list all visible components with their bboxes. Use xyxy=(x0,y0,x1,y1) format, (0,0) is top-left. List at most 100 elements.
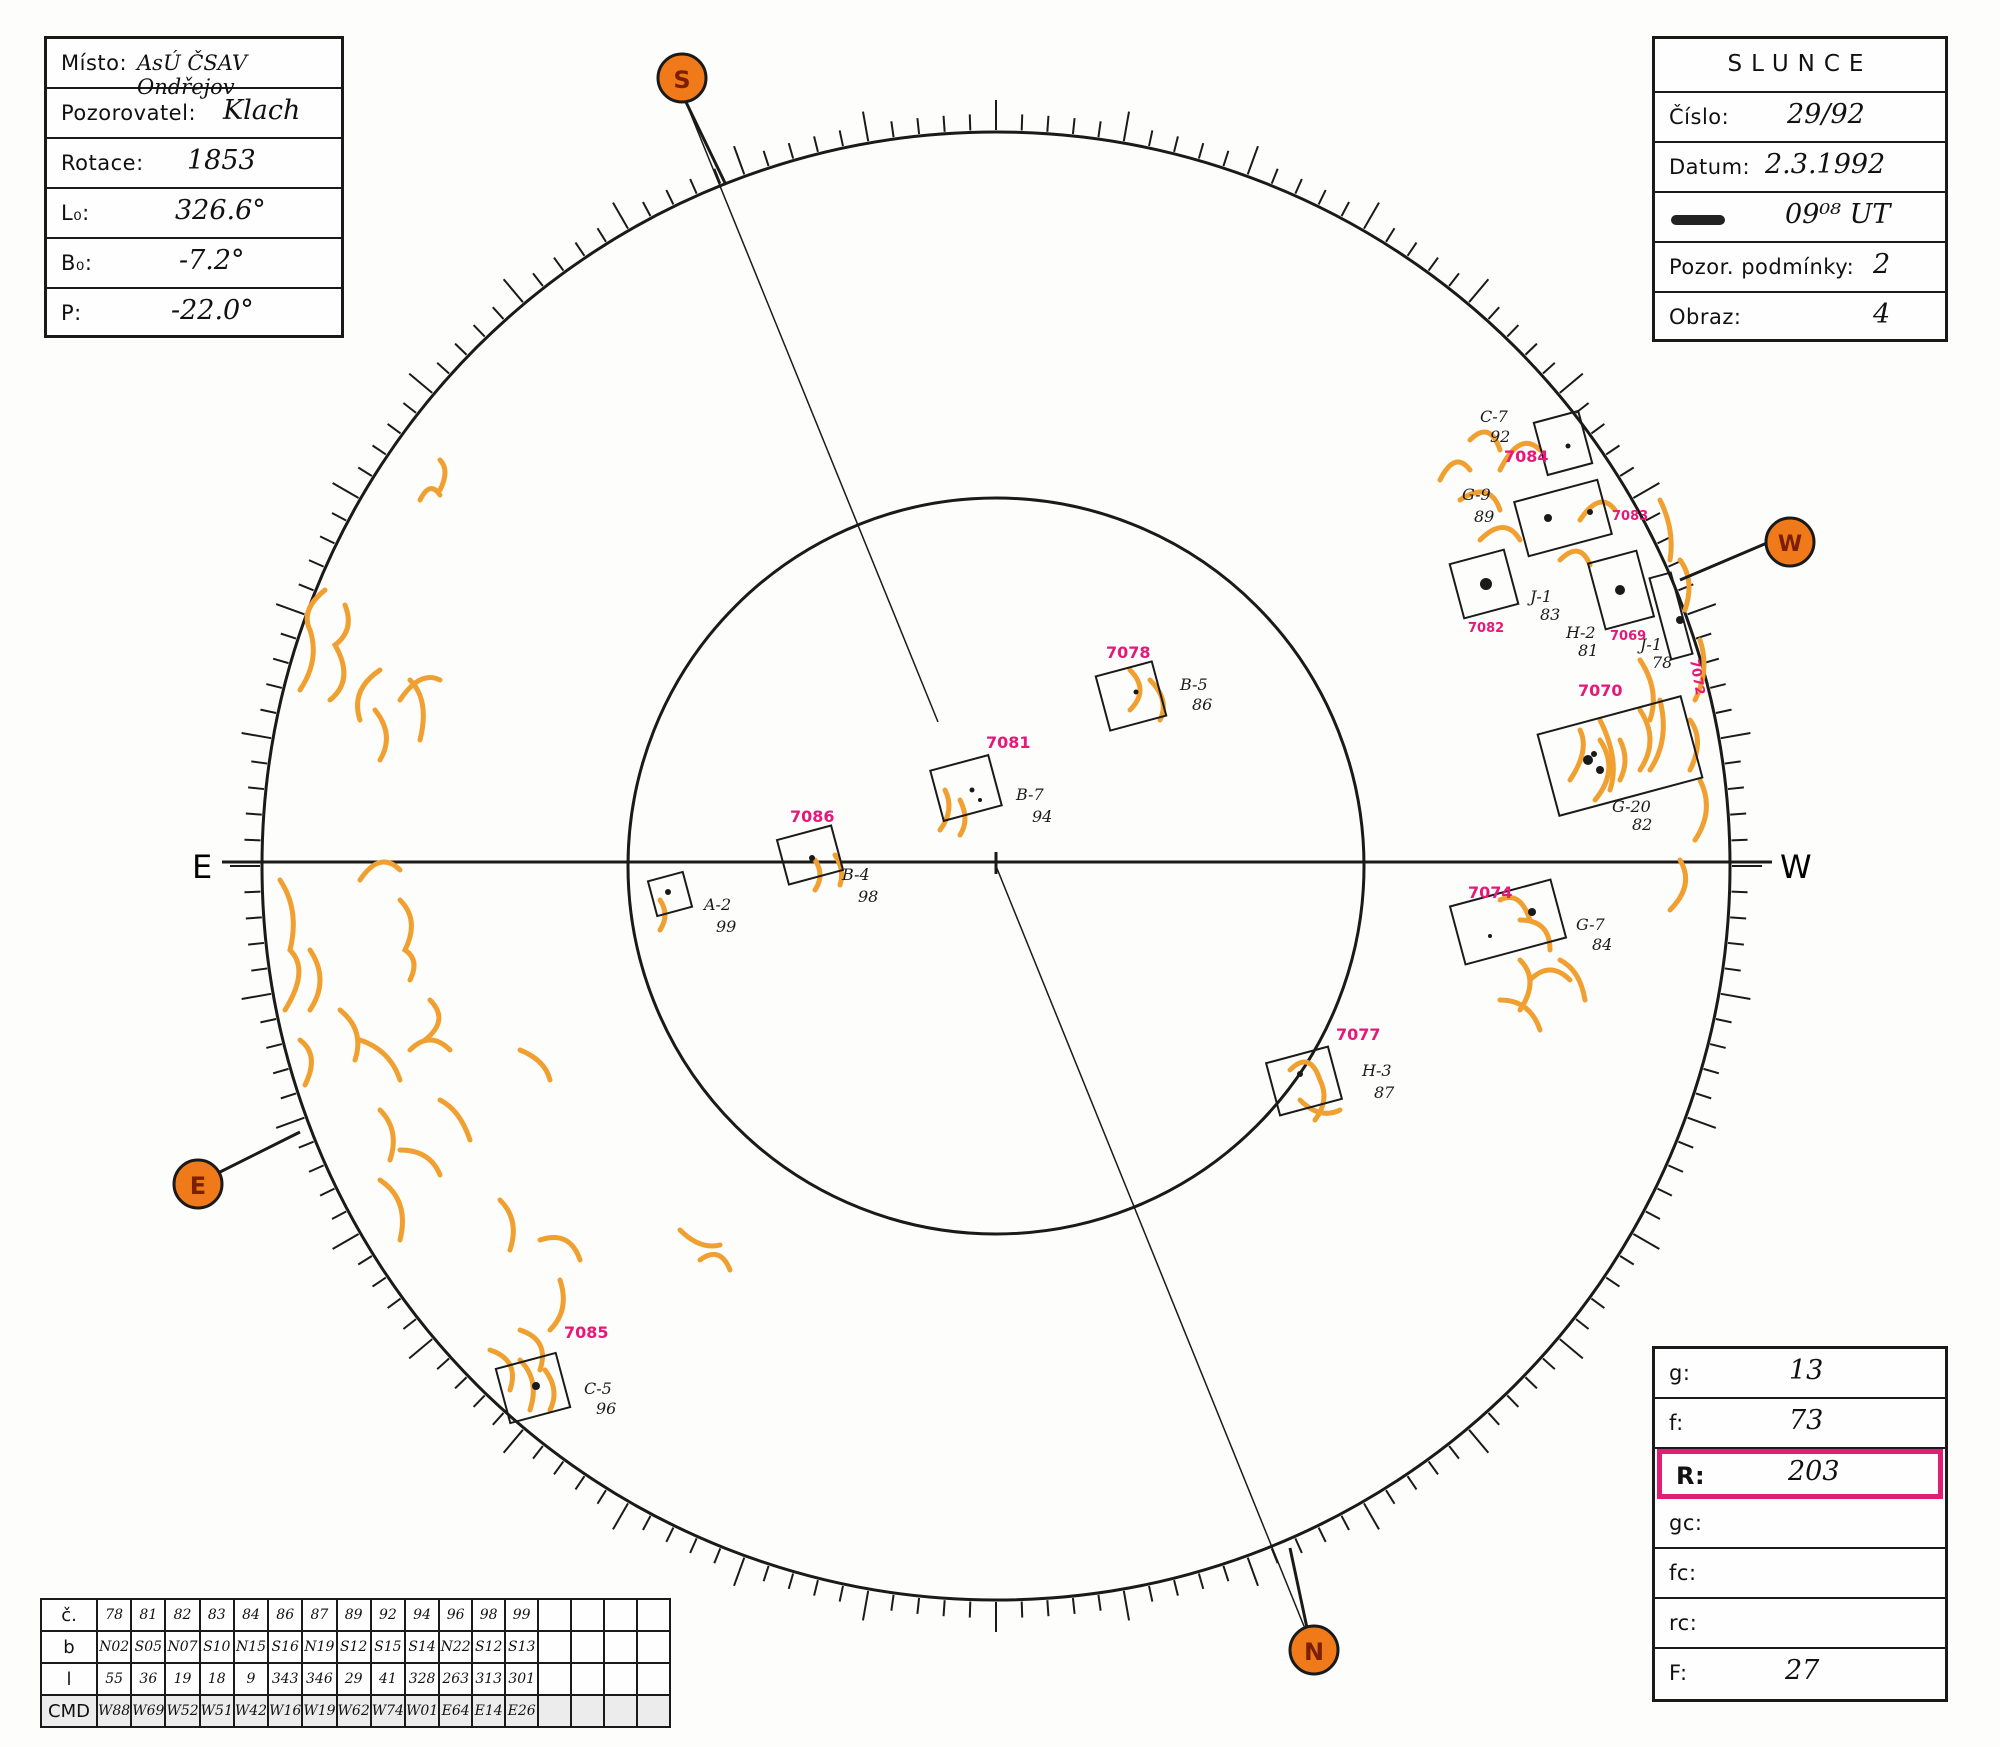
group-label-code: J-1 xyxy=(1527,587,1552,606)
limb-tick xyxy=(1559,1338,1584,1360)
limb-tick xyxy=(553,257,565,272)
limb-tick xyxy=(436,362,450,375)
limb-tick xyxy=(1678,1140,1694,1149)
table-cell: 55 xyxy=(95,1662,133,1696)
rc-label: rc: xyxy=(1669,1611,1698,1635)
obraz-label: Obraz: xyxy=(1669,305,1742,329)
gc-label: gc: xyxy=(1669,1511,1703,1535)
datum-label: Datum: xyxy=(1669,155,1751,179)
limb-tick xyxy=(502,278,524,303)
limb-tick xyxy=(1687,603,1717,616)
west-label: W xyxy=(1780,848,1812,886)
limb-tick xyxy=(272,1067,289,1075)
rotace-value: 1853 xyxy=(187,145,256,176)
table-cell: N19 xyxy=(301,1630,338,1664)
limb-tick xyxy=(1246,145,1259,175)
limb-tick xyxy=(387,423,402,435)
limb-tick xyxy=(532,272,544,287)
limb-tick xyxy=(492,1412,505,1426)
marker-west: W xyxy=(1764,516,1816,568)
limb-tick xyxy=(1605,1276,1620,1288)
table-cell xyxy=(570,1630,606,1664)
limb-tick xyxy=(1542,362,1556,375)
limb-tick xyxy=(1715,1018,1732,1024)
table-cell: 346 xyxy=(301,1662,338,1696)
region-number: 7077 xyxy=(1336,1025,1381,1044)
group-label-num: 83 xyxy=(1540,605,1560,624)
row-l0: L₀: 326.6° xyxy=(47,189,341,239)
limb-tick xyxy=(689,178,698,195)
table-row-b: b N02 S05 N07 S10 N15 S16 N19 S12 S15 S14 N22 S12 S13 xyxy=(40,1630,672,1664)
region-number: 7072 xyxy=(1686,658,1707,696)
limb-tick xyxy=(612,1502,629,1530)
limb-tick xyxy=(1122,1590,1130,1621)
table-cell: N02 xyxy=(95,1630,133,1664)
table-cell: 94 xyxy=(403,1598,441,1632)
table-cell xyxy=(537,1630,573,1664)
limb-tick xyxy=(1657,1187,1673,1197)
group-box-7086 xyxy=(775,824,845,886)
table-cell: W52 xyxy=(164,1694,201,1728)
svg-text:W: W xyxy=(1778,532,1802,557)
limb-tick xyxy=(1590,1297,1605,1309)
table-cell: 29 xyxy=(335,1662,372,1696)
table-cell: 98 xyxy=(471,1598,507,1632)
limb-tick xyxy=(472,324,486,338)
group-box-7074 xyxy=(1448,878,1568,966)
limb-tick xyxy=(266,1043,283,1049)
limb-tick xyxy=(1246,1557,1259,1587)
limb-tick xyxy=(862,1590,870,1621)
limb-tick xyxy=(1524,1376,1538,1390)
row-cislo: Číslo: 29/92 xyxy=(1655,93,1945,143)
limb-tick xyxy=(689,1537,698,1554)
facula-region-7077 xyxy=(1287,1059,1343,1123)
table-cell xyxy=(636,1598,672,1632)
limb-tick xyxy=(308,1164,325,1173)
cislo-value: 29/92 xyxy=(1787,99,1865,130)
limb-tick xyxy=(553,1460,565,1475)
limb-tick xyxy=(1385,227,1396,243)
table-cell: W51 xyxy=(198,1694,235,1728)
g-label: g: xyxy=(1669,1361,1691,1385)
table-cell: 41 xyxy=(369,1662,406,1696)
table-cell xyxy=(570,1694,606,1728)
limb-tick xyxy=(275,1116,305,1129)
limb-tick xyxy=(408,372,433,394)
limb-tick xyxy=(665,1527,675,1543)
limb-tick xyxy=(280,632,297,640)
limb-tick xyxy=(713,1548,722,1564)
facula-region-7074 xyxy=(1497,895,1553,953)
limb-tick xyxy=(1270,168,1279,184)
limb-tick xyxy=(813,136,819,153)
limb-tick xyxy=(1406,242,1418,257)
table-cell xyxy=(636,1694,672,1728)
podminky-label: Pozor. podmínky: xyxy=(1669,255,1855,279)
misto-label: Místo: xyxy=(61,51,128,75)
region-number: 7069 xyxy=(1610,629,1646,644)
table-cell: S12 xyxy=(471,1630,507,1664)
group-box-7085 xyxy=(494,1351,572,1425)
misto-value: AsÚ ČSAV Ondřejov xyxy=(137,51,248,99)
limb-tick xyxy=(762,1565,770,1582)
table-row-cmd: CMD W88 W69 W52 W51 W42 W16 W19 W62 W74 W01 E64 E14 E… xyxy=(40,1694,672,1728)
row-F: F: 27 xyxy=(1655,1649,1945,1699)
group-label-num: 84 xyxy=(1592,935,1612,954)
table-cell: 92 xyxy=(369,1598,406,1632)
table-cell: 301 xyxy=(504,1662,540,1696)
limb-tick xyxy=(1122,111,1130,142)
limb-tick xyxy=(890,121,895,138)
f-value: 73 xyxy=(1789,1405,1824,1436)
limb-tick xyxy=(280,1092,297,1100)
limb-tick xyxy=(319,1187,335,1197)
row-datum: Datum: 2.3.1992 xyxy=(1655,143,1945,193)
limb-tick xyxy=(1020,1601,1024,1618)
group-label-num: 98 xyxy=(858,887,878,906)
group-label-num: 81 xyxy=(1578,641,1598,660)
limb-tick xyxy=(1148,1585,1154,1602)
cislo-label: Číslo: xyxy=(1669,105,1730,129)
limb-tick xyxy=(402,1318,417,1330)
spot-groups xyxy=(494,409,1704,1425)
limb-tick xyxy=(408,1338,433,1360)
table-cell xyxy=(603,1598,639,1632)
group-label-code: G-7 xyxy=(1576,915,1605,934)
